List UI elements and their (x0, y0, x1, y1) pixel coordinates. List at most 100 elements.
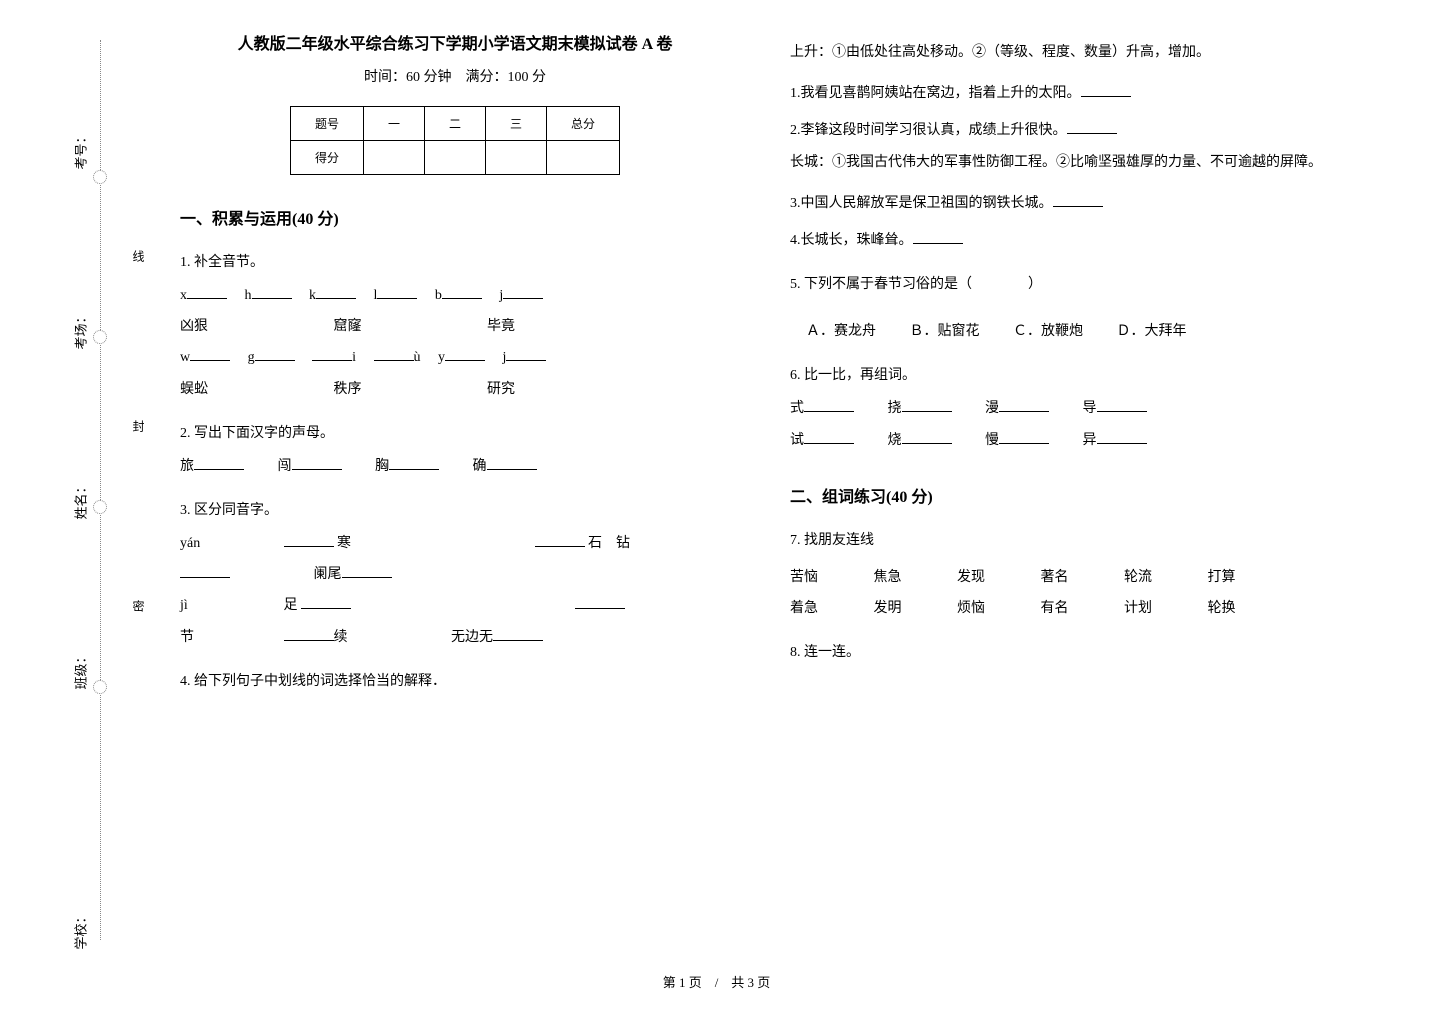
q4-s1: 1.我看见喜鹊阿姨站在窝边，指着上升的太阳。 (790, 81, 1340, 106)
pinyin: k (309, 288, 316, 303)
q1-row1-pinyin: x h k l b j (180, 283, 730, 308)
seal-word: 线 (130, 250, 147, 270)
blank (292, 469, 342, 470)
th: 一 (363, 107, 424, 141)
word: 著名 (1041, 565, 1121, 590)
blank (999, 411, 1049, 412)
q3-row2: 阑尾 (180, 562, 730, 587)
pinyin: i (352, 350, 356, 365)
blank (902, 411, 952, 412)
blank (190, 345, 230, 361)
blank (180, 577, 230, 578)
question-6: 6. 比一比，再组词。 式 挠 漫 导 试 烧 慢 异 (790, 362, 1340, 452)
blank (506, 345, 546, 361)
right-column: 上升：①由低处往高处移动。②（等级、程度、数量）升高，增加。 1.我看见喜鹊阿姨… (790, 30, 1340, 714)
q-num: 4. (180, 674, 191, 689)
th: 三 (486, 107, 547, 141)
q-text: 区分同音字。 (194, 503, 278, 518)
word: 轮换 (1208, 596, 1288, 621)
blank (342, 577, 392, 578)
blank (804, 411, 854, 412)
q1-row1-words: 凶狠 窟窿 毕竟 (180, 314, 730, 339)
exam-title: 人教版二年级水平综合练习下学期小学语文期末模拟试卷 A 卷 (180, 30, 730, 54)
word: 发现 (957, 565, 1037, 590)
sentence: 2.李锋这段时间学习很认真，成绩上升很快。 (790, 123, 1067, 138)
q-text: 连一连。 (804, 645, 860, 660)
side-label-class: 班级： (71, 650, 90, 689)
question-4-intro: 4. 给下列句子中划线的词选择恰当的解释． (180, 668, 730, 696)
score-table: 题号 一 二 三 总分 得分 (290, 106, 620, 175)
q-num: 6. (790, 368, 801, 383)
pinyin: g (248, 350, 255, 365)
blank (377, 283, 417, 299)
q4-def1: 上升：①由低处往高处移动。②（等级、程度、数量）升高，增加。 (790, 40, 1340, 65)
section1-title: 一、积累与运用(40 分) (180, 205, 730, 229)
blank (999, 443, 1049, 444)
word: 苦恼 (790, 565, 870, 590)
q-text: 下列不属于春节习俗的是（ ） (804, 277, 1042, 292)
blank (442, 283, 482, 299)
char: 确 (473, 459, 487, 474)
q-text: 补全音节。 (194, 255, 264, 270)
sentence: 4.长城长，珠峰耸。 (790, 233, 913, 248)
pinyin: h (245, 288, 252, 303)
char: 胸 (375, 459, 389, 474)
pinyin-label: yán (180, 531, 280, 556)
blank (804, 443, 854, 444)
pinyin-label: jì (180, 593, 280, 618)
blank (194, 469, 244, 470)
blank (255, 345, 295, 361)
blank (575, 608, 625, 609)
cell (547, 141, 620, 175)
q-num: 7. (790, 533, 801, 548)
blank (301, 608, 351, 609)
th: 题号 (290, 107, 363, 141)
q3-row4: 节 续 无边无 (180, 625, 730, 650)
word: 计划 (1124, 596, 1204, 621)
q4-s3: 3.中国人民解放军是保卫祖国的钢铁长城。 (790, 191, 1340, 216)
blank (312, 345, 352, 361)
blank (252, 283, 292, 299)
word: 打算 (1208, 565, 1288, 590)
cell (486, 141, 547, 175)
option: Ｃ．放鞭炮 (1013, 319, 1083, 344)
side-label-name: 姓名： (71, 480, 90, 519)
blank (902, 443, 952, 444)
word: 烦恼 (957, 596, 1037, 621)
seal-circle (93, 330, 107, 344)
blank (389, 469, 439, 470)
seal-word: 封 (130, 420, 147, 440)
word: 焦急 (874, 565, 954, 590)
pinyin: y (438, 350, 445, 365)
word: 窟窿 (334, 314, 424, 339)
char: 续 (334, 630, 348, 645)
char: 钻 (616, 536, 630, 551)
char: 烧 (888, 433, 902, 448)
q4-s2: 2.李锋这段时间学习很认真，成绩上升很快。 (790, 118, 1340, 143)
word: 研究 (487, 377, 577, 402)
q3-row1: yán 寒 石 钻 (180, 531, 730, 556)
table-row: 得分 (290, 141, 619, 175)
char: 慢 (985, 433, 999, 448)
word: 有名 (1041, 596, 1121, 621)
q2-items: 旅 闯 胸 确 (180, 454, 730, 479)
char: 旅 (180, 459, 194, 474)
option: Ｄ．大拜年 (1117, 319, 1187, 344)
char: 挠 (888, 401, 902, 416)
question-5: 5. 下列不属于春节习俗的是（ ） Ａ．赛龙舟 Ｂ．贴窗花 Ｃ．放鞭炮 Ｄ．大拜… (790, 271, 1340, 344)
q-num: 1. (180, 255, 191, 270)
section2-title: 二、组词练习(40 分) (790, 483, 1340, 507)
char: 漫 (985, 401, 999, 416)
question-3: 3. 区分同音字。 yán 寒 石 钻 阑尾 jì 足 节 续 无边无 (180, 497, 730, 650)
option: Ｂ．贴窗花 (910, 319, 980, 344)
cell (363, 141, 424, 175)
seal-circle (93, 500, 107, 514)
question-1: 1. 补全音节。 x h k l b j 凶狠 窟窿 毕竟 w g i ù (180, 249, 730, 402)
blank (284, 546, 334, 547)
blank (1097, 443, 1147, 444)
word: 秩序 (334, 377, 424, 402)
question-8: 8. 连一连。 (790, 639, 1340, 667)
char-label: 节 (180, 625, 280, 650)
q1-row2-words: 蜈蚣 秩序 研究 (180, 377, 730, 402)
q1-row2-pinyin: w g i ù y j (180, 345, 730, 370)
